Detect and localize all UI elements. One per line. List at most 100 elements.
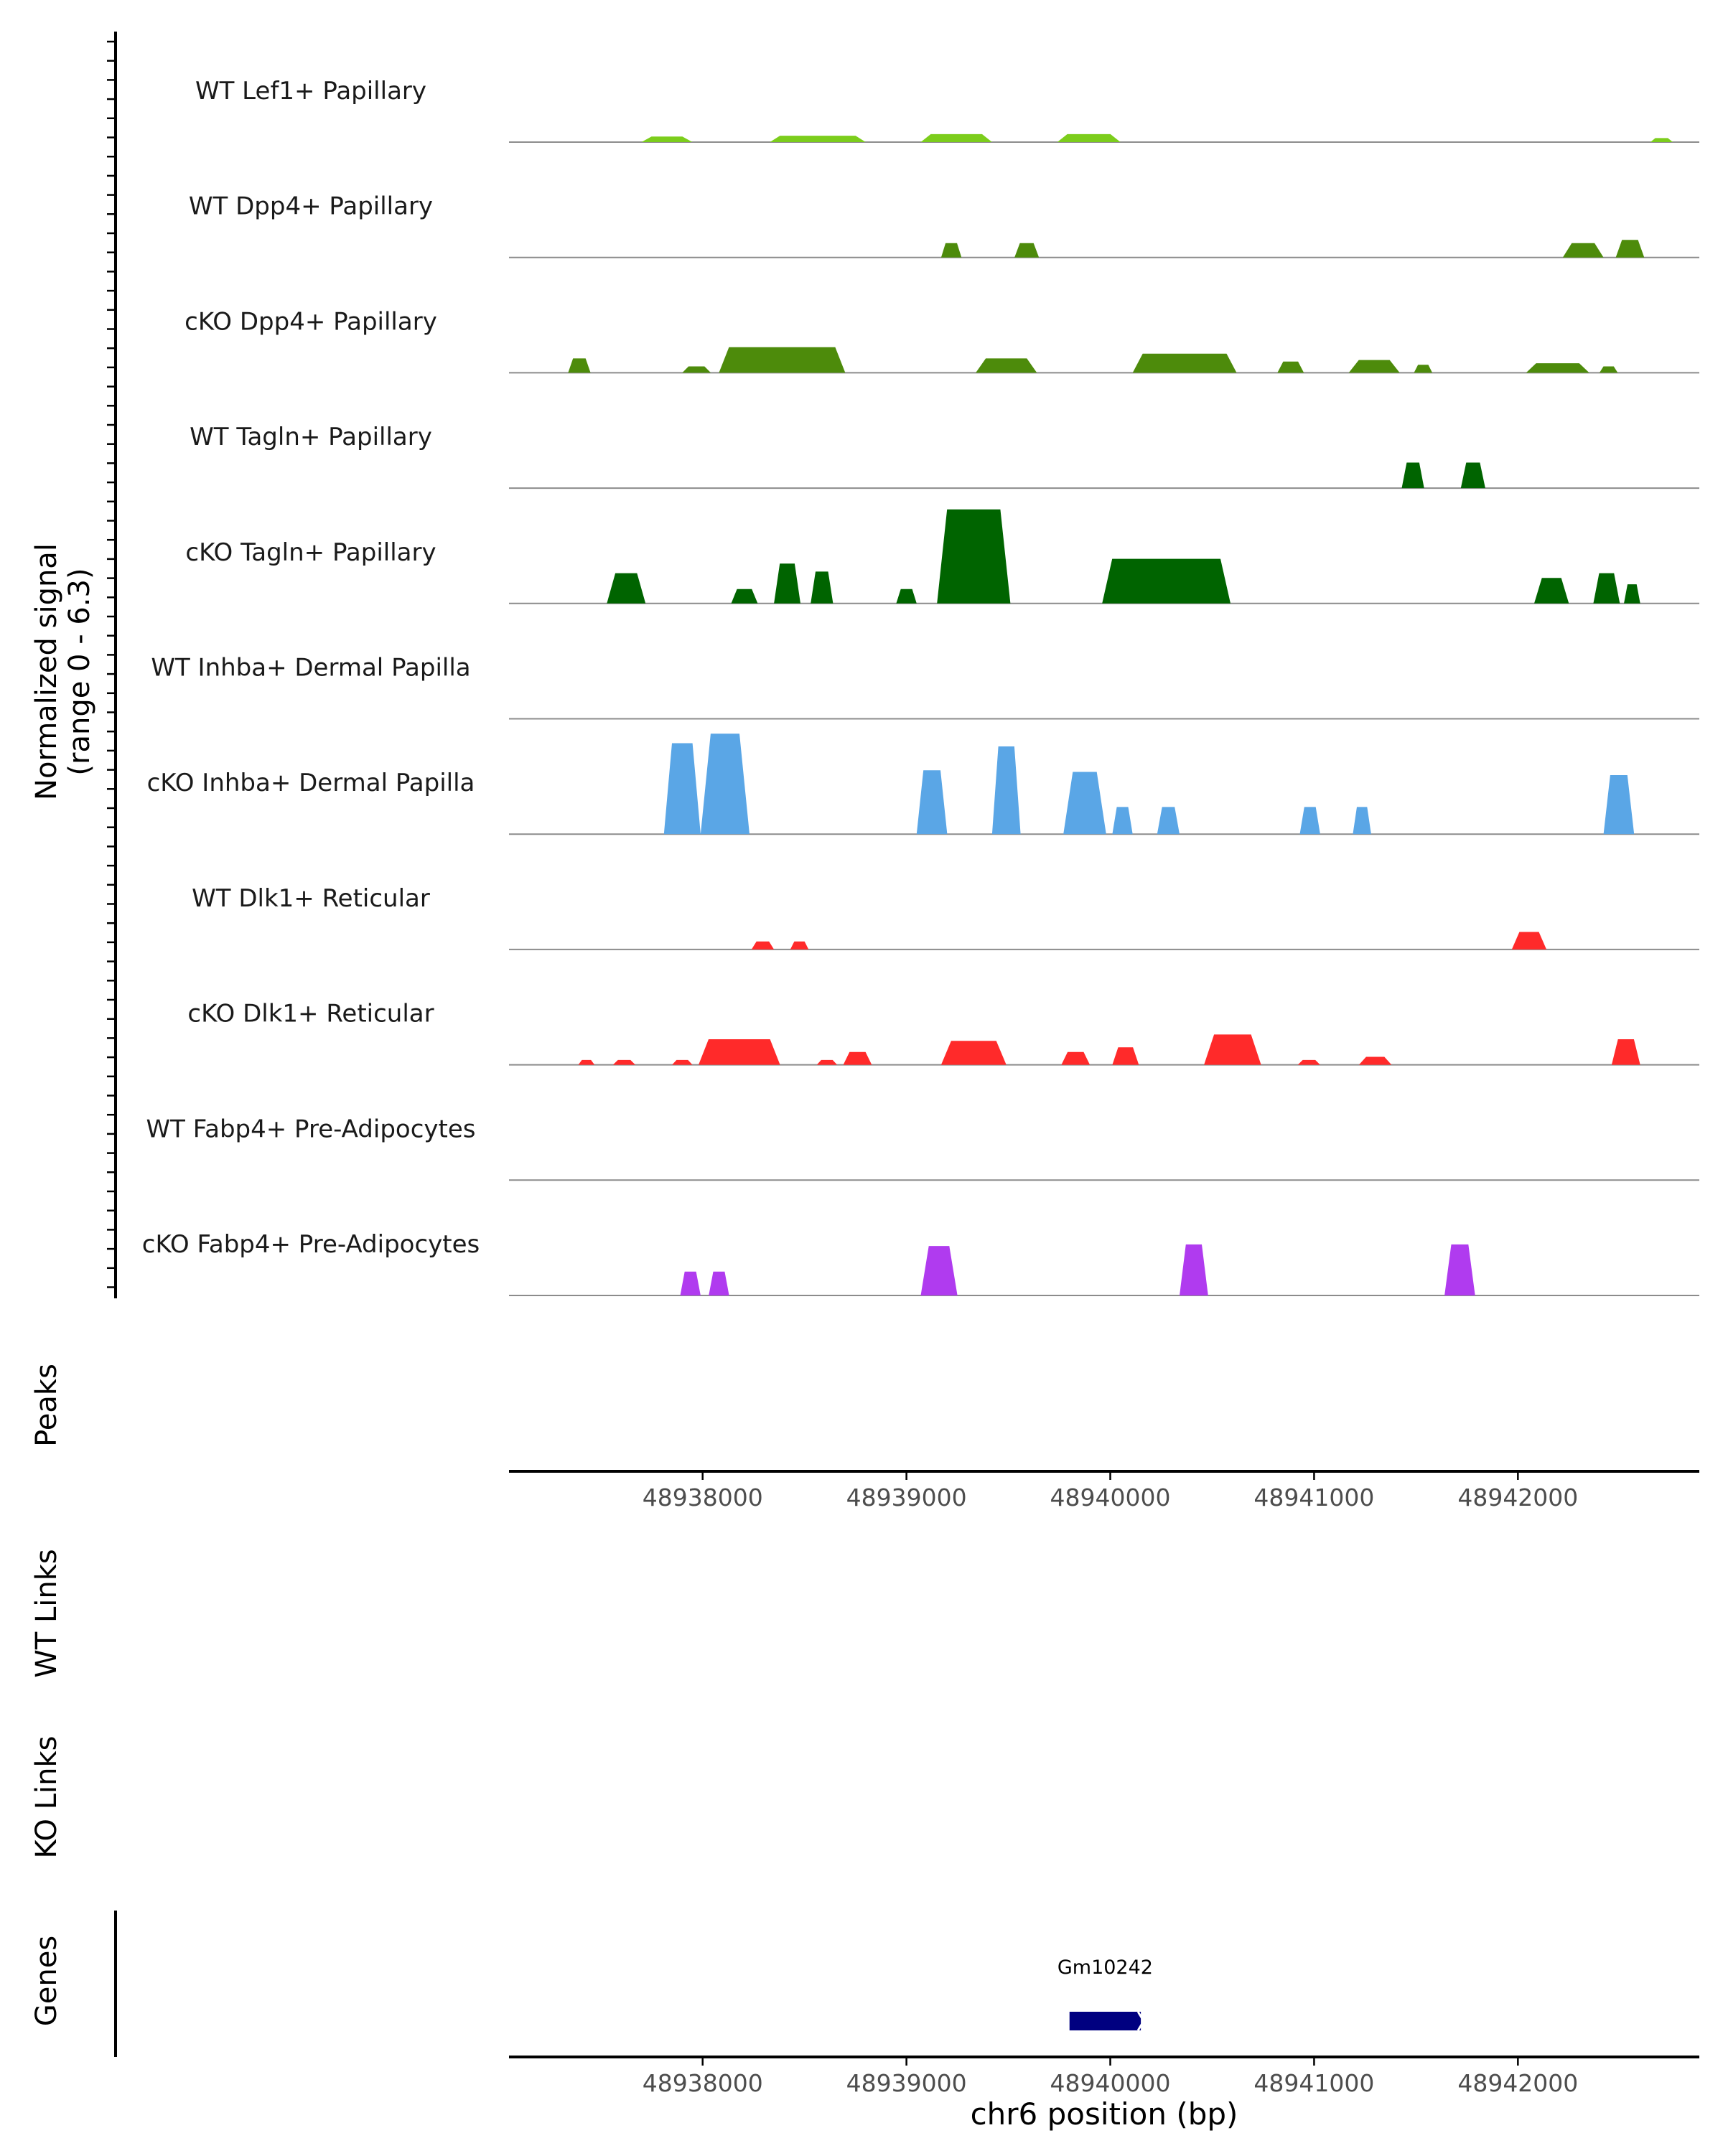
coverage-peak xyxy=(920,133,992,142)
coverage-peak xyxy=(770,136,866,142)
coverage-peak xyxy=(1460,462,1485,489)
coverage-peak xyxy=(1593,573,1620,604)
gene-strand-arrow xyxy=(1136,2011,1145,2031)
coverage-peak xyxy=(1511,932,1547,950)
coverage-peak xyxy=(916,770,948,835)
coverage-peak xyxy=(1599,366,1618,373)
track-cko-fabp4-pre-adipocytes: cKO Fabp4+ Pre-Adipocytes xyxy=(142,1230,1699,1296)
coverage-peak xyxy=(1180,1244,1208,1295)
coverage-peak xyxy=(699,1039,780,1065)
coverage-peak xyxy=(568,358,591,373)
gene-body xyxy=(1069,2012,1141,2030)
coverage-peak xyxy=(774,563,800,604)
track-label: WT Lef1+ Papillary xyxy=(195,77,426,106)
coverage-peak xyxy=(1132,353,1237,373)
peaks-x-axis: 48938000 48939000 48940000 48941000 48942000 xyxy=(509,1470,1699,1511)
coverage-peak xyxy=(811,571,834,604)
coverage-peak xyxy=(896,589,917,604)
x-tick-label: 48940000 xyxy=(1050,2069,1171,2097)
track-wt-fabp4-pre-adipocytes: WT Fabp4+ Pre-Adipocytes xyxy=(146,1115,1699,1181)
track-wt-dlk1-reticular: WT Dlk1+ Reticular xyxy=(192,884,1699,950)
coverage-peak xyxy=(1299,807,1320,835)
coverage-peak xyxy=(843,1051,872,1065)
x-tick-label: 48938000 xyxy=(643,1484,763,1511)
track-label: cKO Inhba+ Dermal Papilla xyxy=(147,769,475,797)
track-label: cKO Fabp4+ Pre-Adipocytes xyxy=(142,1230,480,1259)
gene-label: Gm10242 xyxy=(1057,1956,1153,1979)
coverage-peak xyxy=(1615,240,1645,258)
coverage-peak xyxy=(1112,807,1133,835)
coverage-peak xyxy=(1014,243,1040,258)
signal-axis-range: (range 0 - 6.3) xyxy=(63,568,96,775)
coverage-peak xyxy=(1061,1051,1091,1065)
coverage-peak xyxy=(940,243,962,258)
coverage-peak xyxy=(709,1271,729,1295)
x-tick-label: 48942000 xyxy=(1457,1484,1578,1511)
coverage-peak xyxy=(991,746,1021,835)
coverage-peak xyxy=(612,1059,635,1065)
x-tick-label: 48941000 xyxy=(1253,1484,1374,1511)
coverage-peak xyxy=(790,941,809,950)
track-wt-lef1-papillary: WT Lef1+ Papillary xyxy=(195,77,1699,143)
coverage-peak xyxy=(940,1041,1007,1065)
coverage-peak xyxy=(1277,361,1304,373)
coverage-peak xyxy=(1063,772,1106,835)
coverage-peak xyxy=(920,1246,958,1295)
coverage-peak xyxy=(700,733,750,835)
coverage-peak xyxy=(682,366,711,373)
peaks-panel-label: Peaks xyxy=(30,1364,63,1447)
coverage-peak xyxy=(1297,1059,1320,1065)
track-label: cKO Dpp4+ Papillary xyxy=(185,307,437,336)
coverage-peak xyxy=(1204,1034,1261,1065)
x-axis-title: chr6 position (bp) xyxy=(971,2096,1238,2132)
x-tick-label: 48939000 xyxy=(846,2069,967,2097)
coverage-peak xyxy=(1650,138,1673,142)
coverage-peak xyxy=(1414,365,1433,373)
coverage-peak xyxy=(1534,578,1569,604)
coverage-peak xyxy=(1526,363,1589,373)
coverage-peak xyxy=(719,347,846,373)
coverage-peak xyxy=(1444,1244,1475,1295)
coverage-peak xyxy=(641,136,693,142)
x-tick-label: 48942000 xyxy=(1457,2069,1578,2097)
ko-links-panel-label: KO Links xyxy=(30,1736,63,1859)
coverage-peak xyxy=(1358,1056,1392,1065)
coverage-peak xyxy=(1603,775,1635,835)
coverage-peak xyxy=(816,1059,838,1065)
coverage-peak xyxy=(731,589,758,604)
wt-links-panel-label: WT Links xyxy=(30,1549,63,1677)
track-label: WT Inhba+ Dermal Papilla xyxy=(151,654,470,683)
signal-axis-title: Normalized signal xyxy=(30,543,63,800)
track-cko-dlk1-reticular: cKO Dlk1+ Reticular xyxy=(187,1000,1699,1066)
genes-panel-label: Genes xyxy=(30,1936,63,2026)
coverage-peak xyxy=(751,941,775,950)
coverage-peak xyxy=(976,358,1037,373)
coverage-peak xyxy=(1348,360,1400,373)
track-label: WT Fabp4+ Pre-Adipocytes xyxy=(146,1115,476,1143)
track-cko-tagln-papillary: cKO Tagln+ Papillary xyxy=(185,509,1699,604)
track-label: cKO Tagln+ Papillary xyxy=(185,538,436,567)
track-wt-tagln-papillary: WT Tagln+ Papillary xyxy=(190,423,1699,489)
coverage-peak xyxy=(1562,243,1604,258)
x-tick-label: 48941000 xyxy=(1253,2069,1374,2097)
x-tick-label: 48938000 xyxy=(643,2069,763,2097)
coverage-peak xyxy=(1057,133,1121,142)
coverage-peak xyxy=(1112,1047,1139,1065)
coverage-peak xyxy=(937,509,1011,604)
track-cko-inhba-dermal-papilla: cKO Inhba+ Dermal Papilla xyxy=(147,733,1699,835)
coverage-tracks: WT Lef1+ Papillary WT Dpp4+ Papillary cKO … xyxy=(142,77,1699,1296)
coverage-peak xyxy=(1401,462,1424,489)
signal-y-axis xyxy=(107,32,117,1298)
coverage-peak xyxy=(680,1271,701,1295)
x-tick-label: 48939000 xyxy=(846,1484,967,1511)
track-label: cKO Dlk1+ Reticular xyxy=(187,1000,434,1028)
track-label: WT Tagln+ Papillary xyxy=(190,423,432,451)
gene-annotation-track: Gm10242 xyxy=(114,1911,1153,2057)
coverage-peak xyxy=(1611,1039,1640,1065)
track-wt-dpp4-papillary: WT Dpp4+ Papillary xyxy=(189,192,1699,258)
gene-gm10242: Gm10242 xyxy=(1057,1956,1153,2031)
coverage-peak xyxy=(607,573,646,604)
track-label: WT Dpp4+ Papillary xyxy=(189,192,433,221)
